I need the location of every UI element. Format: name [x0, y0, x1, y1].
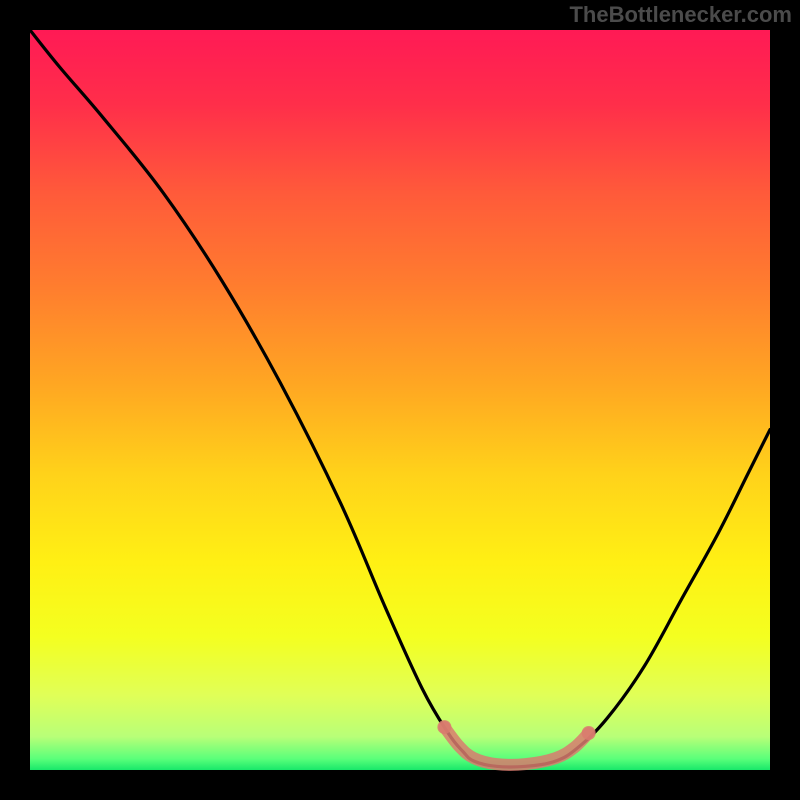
plot-background [30, 30, 770, 770]
bottleneck-chart [0, 0, 800, 800]
optimal-range-marker [437, 720, 451, 734]
watermark-text: TheBottlenecker.com [569, 2, 792, 28]
optimal-range-marker [582, 726, 596, 740]
